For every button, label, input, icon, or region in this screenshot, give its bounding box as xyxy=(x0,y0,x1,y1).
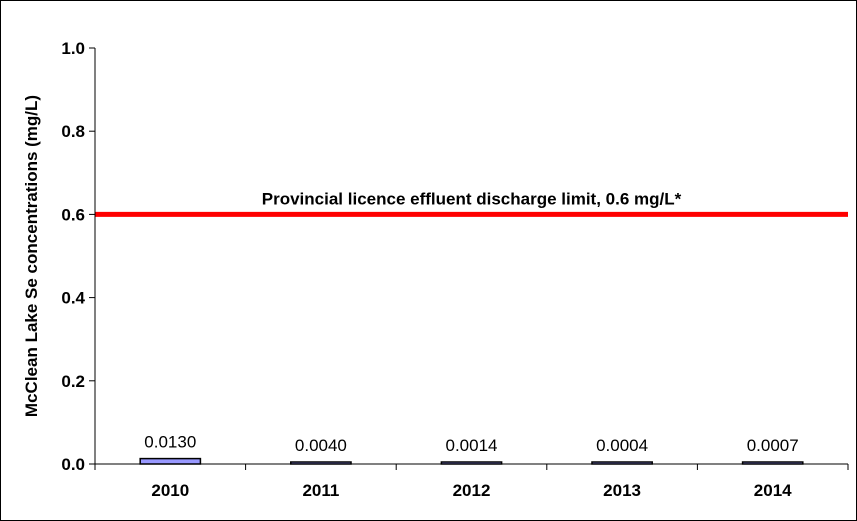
y-tick-label: 0.2 xyxy=(61,372,85,391)
reference-line-label: Provincial licence effluent discharge li… xyxy=(262,189,682,208)
x-tick-label: 2014 xyxy=(754,481,792,500)
data-labels: 0.0130 0.0040 0.0014 0.0004 0.0007 xyxy=(144,433,798,455)
bar-data-label: 0.0040 xyxy=(295,436,347,455)
x-tick-label: 2010 xyxy=(151,481,189,500)
y-tick-label: 0.8 xyxy=(61,122,85,141)
reference-line-group: Provincial licence effluent discharge li… xyxy=(95,189,848,217)
y-axis-ticks: 0.0 0.2 0.4 0.6 0.8 1.0 xyxy=(61,39,95,474)
bar-data-label: 0.0007 xyxy=(747,436,799,455)
bars xyxy=(139,457,804,465)
x-axis-ticks: 2010 2011 2012 2013 2014 xyxy=(94,464,849,500)
bar xyxy=(139,457,202,465)
y-axis-title-group: McClean Lake Se concentrations (mg/L) xyxy=(22,95,41,417)
bar-data-label: 0.0130 xyxy=(144,433,196,452)
y-tick-label: 0.6 xyxy=(61,205,85,224)
y-tick-label: 0.4 xyxy=(61,289,85,308)
y-tick-label: 1.0 xyxy=(61,39,85,58)
x-tick-label: 2013 xyxy=(603,481,641,500)
y-tick-label: 0.0 xyxy=(61,455,85,474)
bar-data-label: 0.0014 xyxy=(446,436,498,455)
y-axis-title: McClean Lake Se concentrations (mg/L) xyxy=(22,95,41,417)
bar-data-label: 0.0004 xyxy=(596,436,648,455)
x-tick-label: 2011 xyxy=(302,481,339,500)
x-tick-label: 2012 xyxy=(453,481,491,500)
